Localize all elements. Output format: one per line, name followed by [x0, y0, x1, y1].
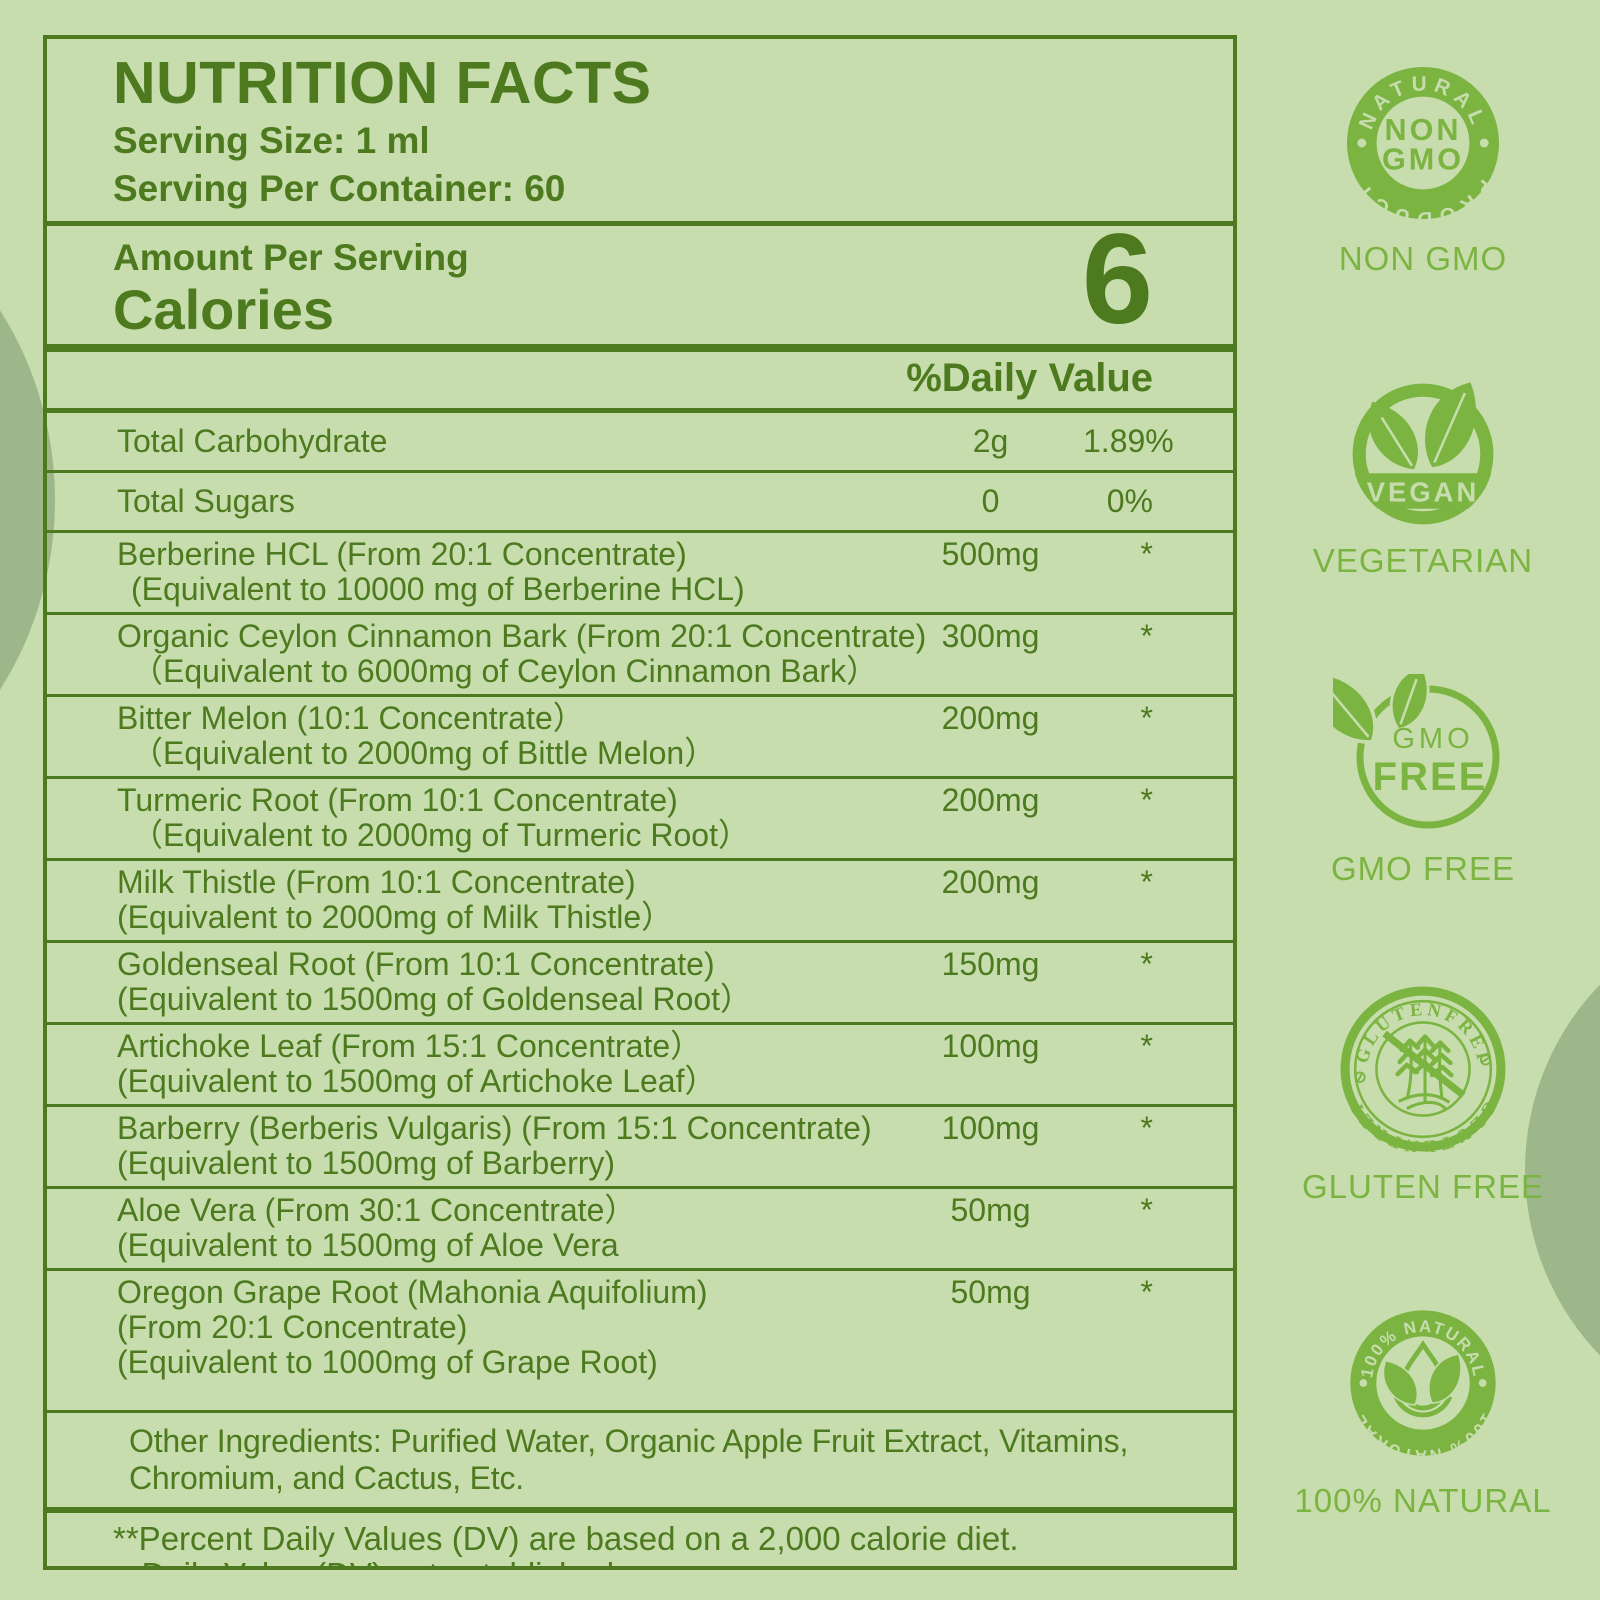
badge-vegetarian-label: VEGETARIAN — [1312, 542, 1534, 579]
nutrition-facts-panel: NUTRITION FACTS Serving Size: 1 ml Servi… — [43, 35, 1237, 1570]
nutrient-name: Oregon Grape Root (Mahonia Aquifolium) — [117, 1274, 708, 1310]
nutrient-equivalent: (Equivalent to 1500mg of Aloe Vera — [117, 1227, 619, 1263]
nutrient-equivalent: （Equivalent to 2000mg of Bittle Melon） — [131, 735, 717, 771]
nutrient-name: Turmeric Root (From 10:1 Concentrate) — [117, 782, 678, 818]
svg-text:⊘: ⊘ — [1477, 1049, 1495, 1070]
footnotes: **Percent Daily Values (DV) are based on… — [47, 1513, 1233, 1567]
nutrient-amount: 0 — [981, 483, 1000, 519]
table-row: Organic Ceylon Cinnamon Bark (From 20:1 … — [47, 615, 1233, 697]
nutrient-dv: * — [1140, 946, 1153, 982]
badge-gmo-free: GMO FREE GMO FREE — [1253, 674, 1593, 888]
nutrient-amount: 100mg — [941, 1110, 1040, 1146]
table-row: Total Sugars 0 0% — [47, 473, 1233, 533]
nutrient-amount: 200mg — [941, 864, 1040, 900]
nutrient-dv: * — [1140, 1110, 1153, 1146]
badge-gmo-free-label: GMO FREE — [1330, 850, 1515, 887]
nutrient-amount: 50mg — [950, 1192, 1031, 1228]
footnote-daily-values: **Percent Daily Values (DV) are based on… — [113, 1520, 1019, 1557]
nutrient-equivalent: (Equivalent to 10000 mg of Berberine HCL… — [131, 571, 745, 607]
table-row: Bitter Melon (10:1 Concentrate） 200mg * … — [47, 697, 1233, 779]
table-row: Barberry (Berberis Vulgaris) (From 15:1 … — [47, 1107, 1233, 1189]
badge-100-natural-label: 100% NATURAL — [1294, 1482, 1552, 1519]
nutrient-equivalent: (Equivalent to 1500mg of Goldenseal Root… — [117, 981, 753, 1017]
daily-value-header: %Daily Value — [47, 344, 1233, 413]
other-ingredients: Other Ingredients: Purified Water, Organ… — [47, 1413, 1233, 1513]
nutrient-dv: * — [1140, 864, 1153, 900]
panel-header: NUTRITION FACTS Serving Size: 1 ml Servi… — [47, 39, 1233, 211]
amount-per-serving-label: Amount Per Serving — [113, 237, 469, 278]
vegan-seal-icon: VEGAN — [1352, 378, 1494, 525]
nutrient-dv: * — [1140, 1028, 1153, 1064]
nutrient-equivalent: （Equivalent to 2000mg of Turmeric Root） — [131, 817, 750, 853]
svg-text:VEGAN: VEGAN — [1367, 477, 1480, 508]
table-row: Turmeric Root (From 10:1 Concentrate) 20… — [47, 779, 1233, 861]
table-row: Milk Thistle (From 10:1 Concentrate) 200… — [47, 861, 1233, 943]
nutrient-equivalent: (Equivalent to 1500mg of Artichoke Leaf） — [117, 1063, 717, 1099]
svg-text:NON: NON — [1385, 113, 1462, 147]
nutrient-name: Organic Ceylon Cinnamon Bark (From 20:1 … — [117, 618, 927, 654]
gmo-free-seal-icon: GMO FREE — [1333, 674, 1500, 829]
nutrient-dv: 1.89% — [1083, 423, 1174, 459]
table-row: Berberine HCL (From 20:1 Concentrate) 50… — [47, 533, 1233, 615]
table-row: Artichoke Leaf (From 15:1 Concentrate） 1… — [47, 1025, 1233, 1107]
nutrient-dv: 0% — [1106, 483, 1153, 519]
nutrient-equivalent: （Equivalent to 6000mg of Ceylon Cinnamon… — [131, 653, 879, 689]
nutrient-dv: * — [1140, 782, 1153, 818]
nutrient-amount: 2g — [972, 423, 1009, 459]
nutrient-equivalent: (Equivalent to 2000mg of Milk Thistle） — [117, 899, 674, 935]
svg-text:GLUTENFREI: GLUTENFREI — [1345, 1097, 1501, 1152]
table-row: Oregon Grape Root (Mahonia Aquifolium) 5… — [47, 1271, 1233, 1413]
serving-size: Serving Size: 1 ml — [113, 120, 430, 161]
badge-non-gmo: NATURAL PRODUCT NON GMO NON GMO — [1253, 64, 1593, 278]
svg-text:GMO: GMO — [1392, 723, 1473, 755]
servings-per-container: Serving Per Container: 60 — [113, 168, 566, 209]
panel-title: NUTRITION FACTS — [113, 50, 652, 116]
nutrient-amount: 200mg — [941, 700, 1040, 736]
badge-non-gmo-label: NON GMO — [1338, 240, 1508, 277]
svg-text:⊘: ⊘ — [1351, 1067, 1369, 1088]
gluten-free-stamp-icon: GLUTENFREI GLUTENFREI ⊘ ⊘ — [1340, 986, 1506, 1152]
nutrient-dv: * — [1140, 700, 1153, 736]
badge-vegetarian: VEGAN VEGETARIAN — [1253, 378, 1593, 580]
svg-text:GMO: GMO — [1382, 143, 1464, 177]
nutrient-equivalent: (Equivalent to 1500mg of Barberry) — [117, 1145, 616, 1181]
nutrient-amount: 200mg — [941, 782, 1040, 818]
svg-text:FREE: FREE — [1373, 755, 1488, 799]
badge-gluten-free-label: GLUTEN FREE — [1301, 1168, 1545, 1205]
nutrient-name: Total Sugars — [117, 483, 295, 519]
nutrient-name: Barberry (Berberis Vulgaris) (From 15:1 … — [117, 1110, 872, 1146]
nutrient-name: Berberine HCL (From 20:1 Concentrate) — [117, 536, 687, 572]
nutrient-amount: 300mg — [941, 618, 1040, 654]
nutrient-name: Goldenseal Root (From 10:1 Concentrate) — [117, 946, 715, 982]
nutrient-dv: * — [1140, 1192, 1153, 1228]
nutrient-dv: * — [1140, 536, 1153, 572]
nutrient-equivalent: (Equivalent to 1000mg of Grape Root) — [117, 1344, 658, 1380]
nutrient-amount: 50mg — [950, 1274, 1031, 1310]
calories-value: 6 — [1081, 208, 1153, 351]
nutrient-concentrate: (From 20:1 Concentrate) — [117, 1309, 468, 1345]
nutrient-name: Bitter Melon (10:1 Concentrate） — [117, 700, 585, 736]
nutrient-dv: * — [1140, 1274, 1153, 1310]
table-row: Aloe Vera (From 30:1 Concentrate） 50mg *… — [47, 1189, 1233, 1271]
nutrient-name: Artichoke Leaf (From 15:1 Concentrate） — [117, 1028, 703, 1064]
table-row: Goldenseal Root (From 10:1 Concentrate) … — [47, 943, 1233, 1025]
nutrient-amount: 150mg — [941, 946, 1040, 982]
table-row: Total Carbohydrate 2g 1.89% — [47, 413, 1233, 473]
calories-section: Amount Per Serving Calories 6 — [47, 208, 1233, 351]
natural-seal-icon: 100% NATURAL 100% NATURAL — [1349, 1310, 1496, 1460]
nutrient-name: Total Carbohydrate — [117, 423, 388, 459]
non-gmo-seal-icon: NATURAL PRODUCT NON GMO — [1346, 66, 1500, 222]
nutrient-dv: * — [1140, 618, 1153, 654]
nutrient-name: Milk Thistle (From 10:1 Concentrate) — [117, 864, 636, 900]
badge-100-natural: 100% NATURAL 100% NATURAL 100% NATURAL — [1253, 1306, 1593, 1520]
badge-gluten-free: GLUTENFREI GLUTENFREI ⊘ ⊘ GLUTEN FREE — [1253, 986, 1593, 1206]
calories-label: Calories — [113, 278, 334, 341]
nutrient-name: Aloe Vera (From 30:1 Concentrate） — [117, 1192, 637, 1228]
nutrient-amount: 500mg — [941, 536, 1040, 572]
footnote-dv-not-established: + Daily Value (DV) not established. — [113, 1557, 1173, 1567]
nutrient-amount: 100mg — [941, 1028, 1040, 1064]
divider — [47, 221, 1233, 226]
